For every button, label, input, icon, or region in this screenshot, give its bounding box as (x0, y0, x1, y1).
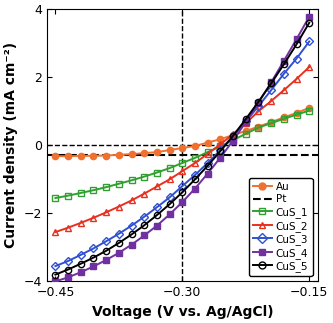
Y-axis label: Current density (mA cm⁻²): Current density (mA cm⁻²) (4, 42, 18, 248)
Legend: Au, Pt, CuS_1, CuS_2, CuS_3, CuS_4, CuS_5: Au, Pt, CuS_1, CuS_2, CuS_3, CuS_4, CuS_… (249, 178, 312, 276)
X-axis label: Voltage (V vs. Ag/AgCl): Voltage (V vs. Ag/AgCl) (92, 305, 273, 319)
